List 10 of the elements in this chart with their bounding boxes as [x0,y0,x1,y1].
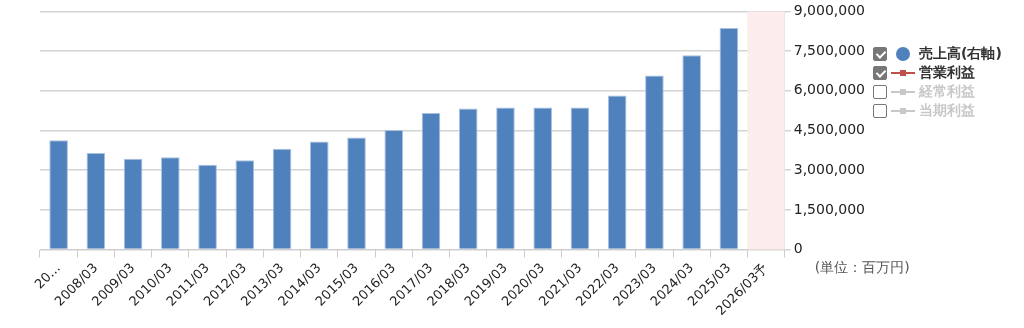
y2-tick-label: 9,000,000 [793,2,866,19]
y2-tick-label: 1,500,000 [793,200,866,217]
y2-tick-label: 3,000,000 [793,160,866,177]
legend-label: 営業利益 [919,63,975,82]
legend-label: 売上高(右軸) [919,44,1002,63]
y2-tick-label: 7,500,000 [793,41,866,58]
y2-tick-label: 0 [793,240,803,257]
y2-tick-label: 4,500,000 [793,121,866,138]
text: (単位：百万円) [814,259,910,276]
y2-tick-label: 6,000,000 [793,81,866,98]
